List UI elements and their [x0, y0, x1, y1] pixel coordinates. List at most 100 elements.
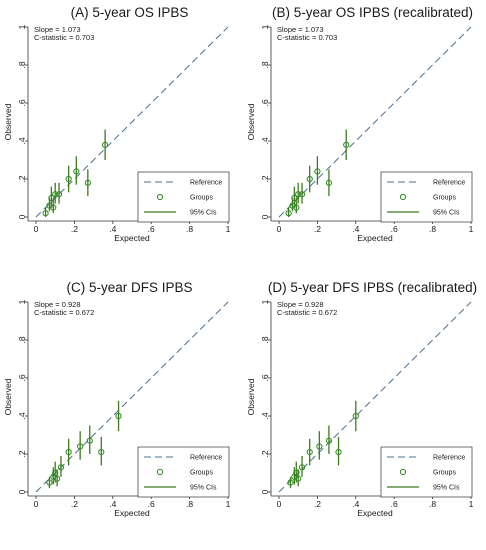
- group-point: [84, 179, 91, 186]
- x-tick-label: .2: [71, 224, 78, 234]
- chart-svg: (C) 5-year DFS IPBS 0 .2 .4 .6 .8 1 0 .2 .4 .6 .8 1 E…: [3, 280, 231, 518]
- group-point: [48, 194, 55, 202]
- x-tick-label: .4: [352, 499, 359, 509]
- stat-text: Slope = 0.928: [277, 300, 324, 309]
- stat-text: C-statistic = 0.672: [34, 308, 94, 317]
- y-tick-label: .4: [260, 137, 270, 144]
- group-point: [298, 464, 306, 471]
- group-point: [295, 191, 302, 198]
- group-point: [293, 469, 300, 477]
- y-tick-label: 0: [260, 214, 270, 219]
- legend-groups-swatch: [156, 193, 164, 201]
- stat-text: Slope = 1.073: [34, 25, 81, 34]
- group-point: [98, 449, 105, 456]
- group-point: [115, 412, 122, 420]
- x-tick-label: .6: [148, 224, 155, 234]
- legend-reference-label: Reference: [433, 455, 465, 462]
- y-tick-label: .4: [260, 412, 270, 419]
- chart-svg: (D) 5-year DFS IPBS (recalibrated) 0 .2 .4.…: [246, 280, 477, 518]
- legend-groups-swatch: [399, 468, 407, 476]
- group-point: [86, 437, 93, 444]
- panel-d: (D) 5-year DFS IPBS (recalibrated) 0 .2 .4.…: [243, 275, 486, 550]
- x-tick-label: 0: [34, 224, 39, 234]
- x-tick-label: .4: [109, 224, 116, 234]
- group-point: [52, 469, 59, 477]
- y-tick-label: .8: [17, 336, 27, 343]
- y-tick-label: 0: [260, 489, 270, 494]
- group-point: [102, 141, 109, 148]
- x-tick-label: 1: [469, 499, 474, 509]
- stat-text: C-statistic = 0.672: [277, 308, 337, 317]
- x-tick-label: .8: [429, 499, 436, 509]
- group-point: [65, 449, 72, 456]
- group-point: [42, 210, 49, 217]
- y-tick-label: .4: [17, 137, 27, 144]
- panel-c: (C) 5-year DFS IPBS 0 .2 .4 .6 .8 1 0 .2 .4 .6 .8 1 E…: [0, 275, 243, 550]
- y-tick-label: 1: [260, 299, 270, 304]
- stat-text: C-statistic = 0.703: [277, 33, 337, 42]
- y-tick-label: 1: [17, 299, 27, 304]
- reference-line: [278, 26, 472, 218]
- x-tick-label: .6: [391, 224, 398, 234]
- group-point: [316, 443, 323, 450]
- chart-svg: (A) 5-year OS IPBS 0 .2 .4 .6 .8 1 0 .2 .4 .6 .8 1 Ex…: [3, 5, 231, 243]
- legend-box: [137, 446, 230, 498]
- group-point: [335, 449, 342, 456]
- legend-ci-label: 95% CIs: [190, 485, 217, 492]
- x-tick-label: .8: [186, 224, 193, 234]
- x-tick-label: .2: [314, 499, 321, 509]
- group-point: [291, 194, 298, 202]
- y-tick-label: 1: [17, 24, 27, 29]
- group-point: [73, 168, 80, 175]
- legend-ci-label: 95% CIs: [433, 485, 460, 492]
- y-tick-label: 0: [17, 489, 27, 494]
- group-point: [352, 412, 359, 420]
- y-axis-label: Observed: [3, 103, 13, 140]
- group-point: [57, 464, 65, 471]
- legend-box: [137, 171, 230, 223]
- group-point: [287, 479, 294, 486]
- y-tick-label: .6: [17, 374, 27, 381]
- group-point: [298, 191, 306, 198]
- x-axis-label: Expected: [114, 508, 150, 518]
- legend-groups-label: Groups: [190, 470, 213, 477]
- legend-groups-swatch: [156, 468, 164, 476]
- y-tick-label: .4: [17, 412, 27, 419]
- legend-reference-label: Reference: [190, 455, 222, 462]
- y-axis-label: Observed: [246, 103, 256, 140]
- legend-groups-label: Groups: [190, 195, 213, 202]
- legend-groups-label: Groups: [433, 195, 456, 202]
- legend-reference-label: Reference: [433, 180, 465, 187]
- group-point: [55, 191, 63, 198]
- y-tick-label: 1: [260, 24, 270, 29]
- legend-ci-label: 95% CIs: [190, 210, 217, 217]
- group-point: [54, 475, 61, 482]
- chart-title: (B) 5-year OS IPBS (recalibrated): [272, 5, 473, 20]
- chart-title: (A) 5-year OS IPBS: [71, 5, 189, 20]
- panel-a: (A) 5-year OS IPBS 0 .2 .4 .6 .8 1 0 .2 .4 .6 .8 1 Ex…: [0, 0, 243, 275]
- group-point: [46, 479, 53, 486]
- x-tick-label: .6: [391, 499, 398, 509]
- panel-b: (B) 5-year OS IPBS (recalibrated) 0 .2 .4 .6…: [243, 0, 486, 275]
- group-point: [306, 175, 313, 183]
- group-point: [285, 210, 292, 217]
- y-tick-label: 0: [17, 214, 27, 219]
- y-tick-label: .6: [260, 374, 270, 381]
- x-tick-label: .2: [314, 224, 321, 234]
- group-point: [293, 204, 300, 211]
- group-point: [343, 141, 350, 148]
- y-tick-label: .8: [260, 336, 270, 343]
- x-axis-label: Expected: [114, 233, 150, 243]
- x-tick-label: .8: [186, 499, 193, 509]
- x-tick-label: .4: [109, 499, 116, 509]
- x-tick-label: .8: [429, 224, 436, 234]
- legend-reference-label: Reference: [190, 180, 222, 187]
- x-tick-label: 0: [277, 499, 282, 509]
- y-axis-label: Observed: [3, 378, 13, 415]
- group-point: [306, 449, 313, 456]
- legend-groups-swatch: [399, 193, 407, 201]
- x-tick-label: 1: [226, 224, 231, 234]
- chart-title: (C) 5-year DFS IPBS: [66, 280, 192, 295]
- y-tick-label: .6: [260, 99, 270, 106]
- legend-groups-label: Groups: [433, 470, 456, 477]
